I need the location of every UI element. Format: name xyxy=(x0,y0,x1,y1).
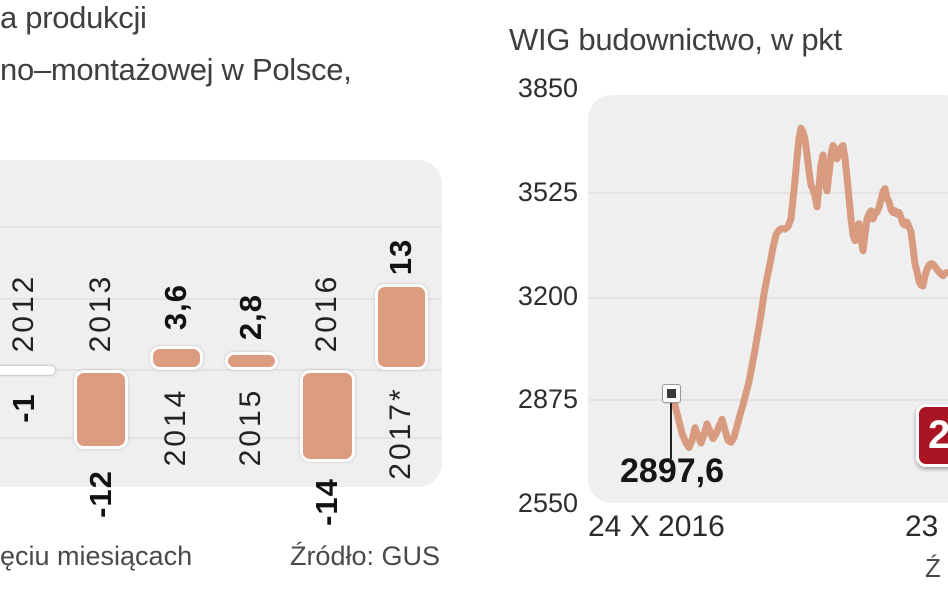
right-chart-title: WIG budownictwo, w pkt xyxy=(509,22,842,57)
x-axis-label-end: 23 xyxy=(905,510,939,543)
latest-value-badge: 2 xyxy=(916,404,948,467)
bar-2013 xyxy=(74,370,128,450)
left-gridline-neg10 xyxy=(0,437,442,439)
y-tick-3200: 3200 xyxy=(517,280,578,311)
right-chart-source-partial: Ź xyxy=(925,553,941,583)
annotation-pointer-line xyxy=(670,401,672,459)
start-value-label: 2897,6 xyxy=(620,452,724,490)
bar-2014 xyxy=(150,346,203,370)
left-chart-source: Źródło: GUS xyxy=(289,541,440,571)
left-gridline-20 xyxy=(0,226,442,228)
y-tick-2550: 2550 xyxy=(517,488,578,518)
x-axis-label-start: 24 X 2016 xyxy=(588,510,725,543)
left-chart-footnote: ęciu miesiącach xyxy=(0,541,193,571)
left-gridline-zero xyxy=(0,369,442,371)
left-chart-title-line2: no–montażowej w Polsce, xyxy=(0,52,352,87)
bar-2017* xyxy=(375,284,428,370)
left-chart-panel xyxy=(0,160,442,487)
y-tick-2875: 2875 xyxy=(517,384,578,415)
y-tick-3525: 3525 xyxy=(517,176,578,207)
bar-2015 xyxy=(225,351,278,370)
bar-2016 xyxy=(300,370,355,463)
left-gridline-10 xyxy=(0,298,442,300)
left-chart-title-line1: a produkcji xyxy=(0,0,147,35)
bar-2012 xyxy=(0,365,56,376)
y-tick-3850: 3850 xyxy=(517,73,578,103)
start-point-marker xyxy=(662,384,681,403)
